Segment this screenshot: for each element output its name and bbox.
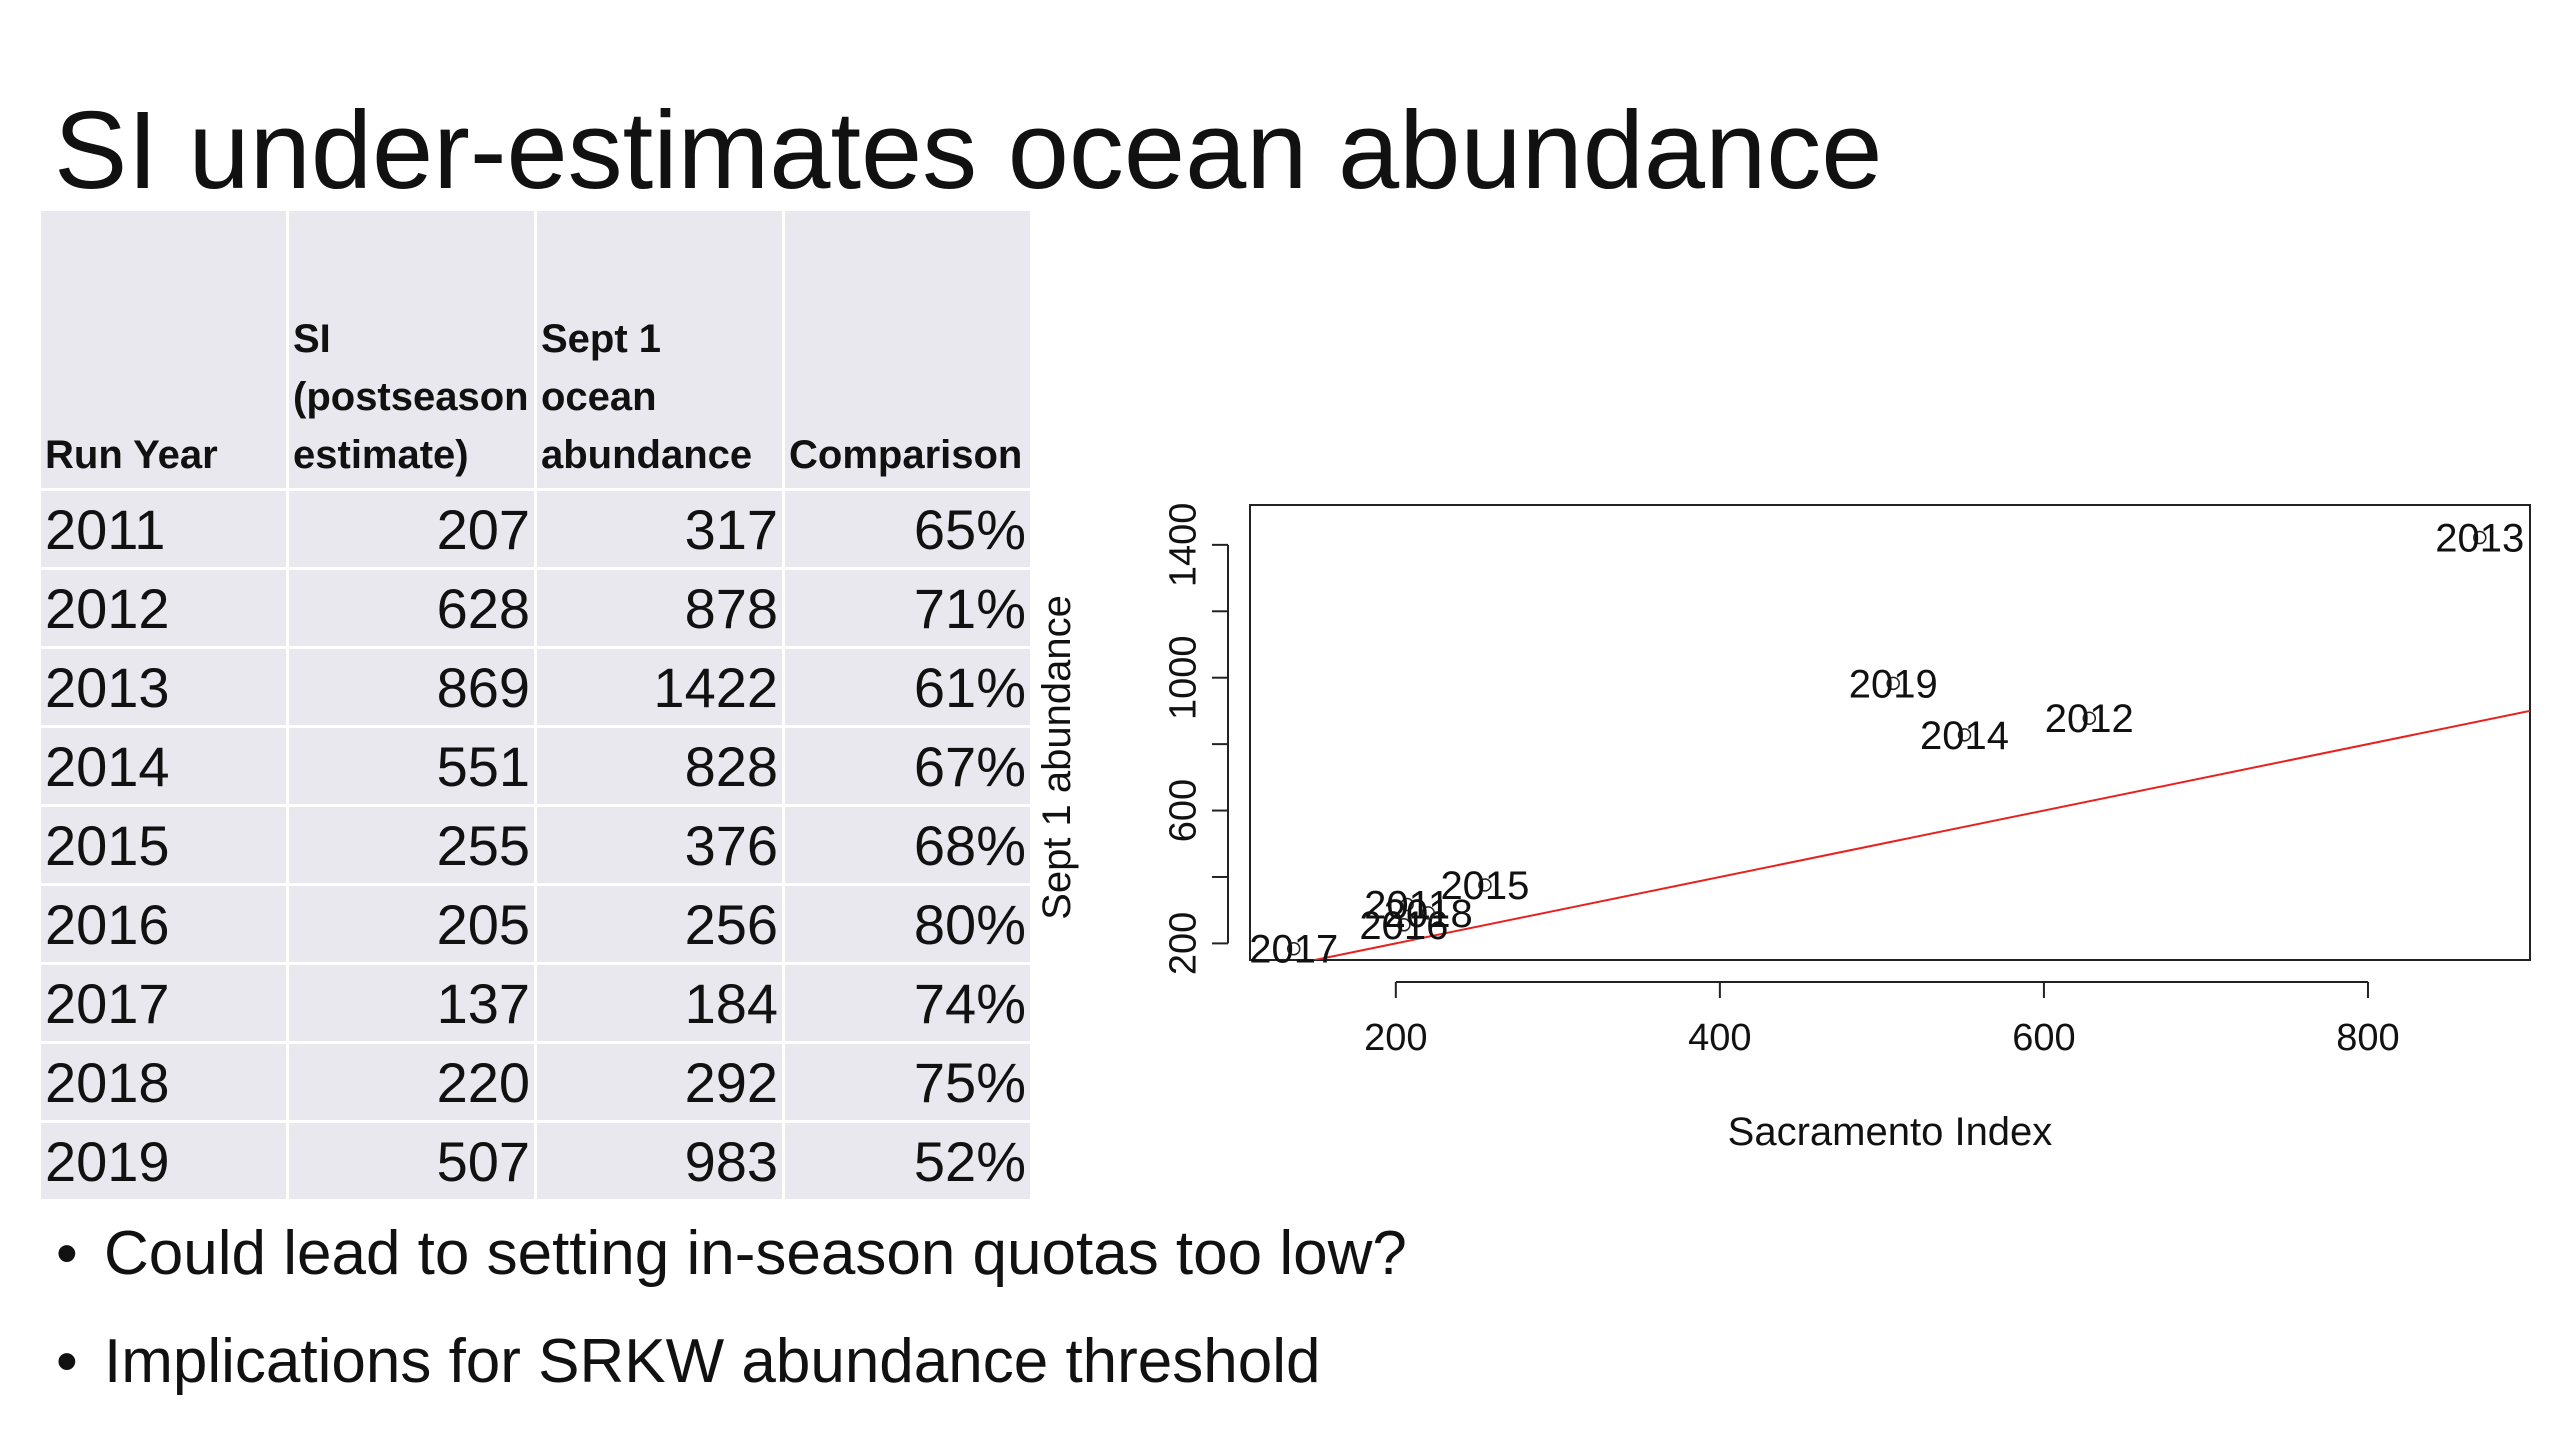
point-label: 2013 [2435,517,2524,561]
cell-run-year: 2013 [38,646,289,728]
table-row: 2018 220 292 75% [38,1041,1033,1123]
cell-comparison: 80% [782,883,1033,965]
table-header-row: Run Year SI (postseason estimate) Sept 1… [38,208,1033,491]
cell-abundance: 1422 [534,646,785,728]
cell-abundance: 983 [534,1120,785,1202]
cell-si: 255 [286,804,537,886]
data-point [1397,918,1411,932]
cell-abundance: 184 [534,962,785,1044]
table-row: 2012 628 878 71% [38,567,1033,649]
cell-abundance: 828 [534,725,785,807]
header-run-year: Run Year [38,208,289,491]
y-tick-label: 1400 [1162,503,1204,588]
cell-si: 220 [286,1041,537,1123]
header-sept1-abundance: Sept 1 ocean abundance [534,208,785,491]
slide-title: SI under-estimates ocean abundance [54,89,1883,212]
cell-si: 551 [286,725,537,807]
table-row: 2014 551 828 67% [38,725,1033,807]
bullet-item: • Implications for SRKW abundance thresho… [56,1308,1407,1416]
x-tick-label: 200 [1364,1017,1427,1059]
cell-si: 628 [286,567,537,649]
reference-line [1309,709,2530,960]
bullet-dot: • [56,1327,78,1396]
cell-run-year: 2016 [38,883,289,965]
bullet-item: • Could lead to setting in-season quotas … [56,1200,1407,1308]
cell-comparison: 52% [782,1120,1033,1202]
cell-run-year: 2011 [38,488,289,570]
cell-comparison: 65% [782,488,1033,570]
cell-comparison: 75% [782,1041,1033,1123]
y-axis-title: Sept 1 abundance [1040,595,1079,920]
cell-run-year: 2012 [38,567,289,649]
x-tick-label: 800 [2336,1017,2399,1059]
cell-comparison: 68% [782,804,1033,886]
cell-run-year: 2019 [38,1120,289,1202]
x-tick-label: 400 [1688,1017,1751,1059]
x-tick-label: 600 [2012,1017,2075,1059]
data-point [1286,941,1301,956]
y-tick-label: 1000 [1162,635,1204,720]
data-point [2473,530,2487,545]
data-point [2082,711,2097,725]
header-si: SI (postseason estimate) [286,208,537,491]
table-row: 2017 137 184 74% [38,962,1033,1044]
cell-abundance: 256 [534,883,785,965]
header-comparison: Comparison [782,208,1033,491]
point-label: 2015 [1440,864,1529,908]
point-label: 2014 [1920,714,2009,758]
cell-si: 207 [286,488,537,570]
cell-run-year: 2014 [38,725,289,807]
table-row: 2015 255 376 68% [38,804,1033,886]
data-point [1421,906,1435,920]
cell-abundance: 317 [534,488,785,570]
table-row: 2016 205 256 80% [38,883,1033,965]
cell-run-year: 2015 [38,804,289,886]
table-row: 2011 207 317 65% [38,488,1033,570]
cell-si: 205 [286,883,537,965]
point-label: 2012 [2045,697,2134,741]
comparison-table: Run Year SI (postseason estimate) Sept 1… [38,208,1033,1202]
cell-comparison: 71% [782,567,1033,649]
data-point [1478,878,1492,892]
cell-abundance: 376 [534,804,785,886]
cell-comparison: 74% [782,962,1033,1044]
data-point [1886,676,1900,691]
point-label: 2018 [1384,892,1473,936]
cell-comparison: 61% [782,646,1033,728]
table-row: 2013 869 1422 61% [38,646,1033,728]
y-tick-label: 600 [1162,779,1204,842]
cell-abundance: 292 [534,1041,785,1123]
cell-si: 137 [286,962,537,1044]
cell-si: 869 [286,646,537,728]
cell-comparison: 67% [782,725,1033,807]
y-tick-label: 200 [1162,912,1204,975]
data-point [1957,728,1972,742]
scatter-plot: 200 400 600 800 200 600 1000 1400 Sacramento Ind… [1040,503,2531,1154]
bullet-dot: • [56,1219,78,1288]
table-row: 2019 507 983 52% [38,1120,1033,1202]
bullet-list: • Could lead to setting in-season quotas … [56,1200,1407,1416]
cell-run-year: 2017 [38,962,289,1044]
cell-si: 507 [286,1120,537,1202]
x-axis-title: Sacramento Index [1728,1110,2053,1154]
point-label: 2017 [1249,928,1338,972]
cell-run-year: 2018 [38,1041,289,1123]
point-label: 2019 [1849,662,1938,706]
cell-abundance: 878 [534,567,785,649]
plot-frame [1249,504,2531,961]
data-point [1400,897,1414,912]
